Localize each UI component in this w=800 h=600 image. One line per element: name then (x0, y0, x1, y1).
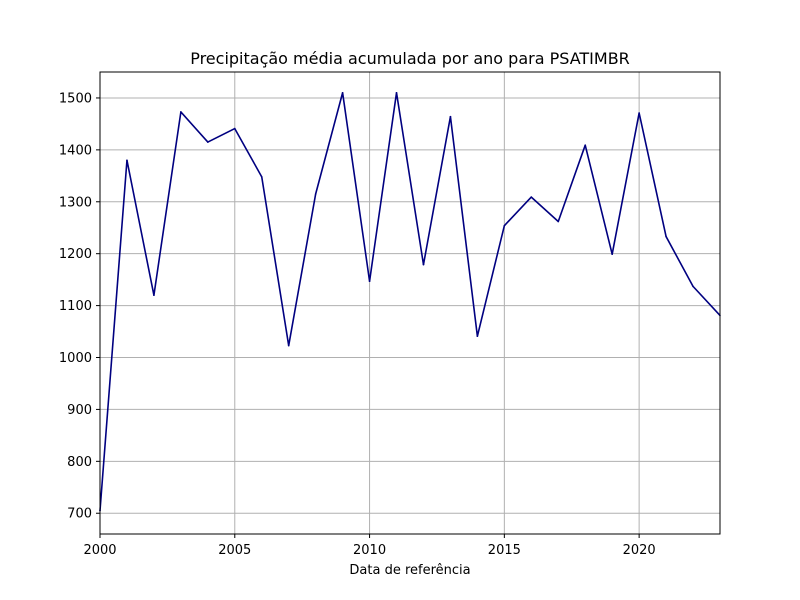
data-point (638, 112, 640, 114)
y-tick-label: 1200 (59, 247, 92, 262)
x-tick-label: 2010 (353, 543, 386, 558)
x-tick-label: 2020 (623, 543, 656, 558)
y-tick-label: 900 (67, 403, 92, 418)
y-tick-label: 1000 (59, 351, 92, 366)
data-point (153, 294, 155, 297)
plot-frame (99, 71, 721, 535)
data-point (449, 115, 452, 118)
data-point (692, 285, 694, 288)
data-point (233, 127, 236, 130)
series-layer (99, 91, 721, 512)
data-point (665, 235, 667, 238)
data-point (126, 159, 128, 162)
chart-title: Precipitação média acumulada por ano par… (190, 49, 630, 68)
data-point (557, 220, 560, 223)
x-tick-label: 2000 (83, 543, 116, 558)
y-tick-label: 1500 (59, 91, 92, 106)
data-point (341, 91, 344, 94)
y-tick-label: 1100 (59, 299, 92, 314)
x-tick-label: 2015 (488, 543, 521, 558)
data-point (180, 111, 182, 113)
series-line (99, 91, 721, 511)
data-point (584, 144, 587, 146)
y-tick-label: 1300 (59, 195, 92, 210)
grid (99, 72, 720, 534)
x-axis-label: Data de referência (349, 563, 470, 578)
y-tick-label: 1400 (59, 143, 92, 158)
data-point (207, 141, 209, 143)
axis-ticks: 2000 2005 2010 2015 2020 700 800 900 1000 1100 120… (59, 91, 656, 558)
data-point (476, 335, 479, 338)
data-point (287, 344, 290, 347)
data-point (611, 253, 613, 255)
data-point (395, 91, 398, 94)
x-tick-label: 2005 (218, 543, 251, 558)
y-tick-label: 800 (67, 455, 92, 470)
data-point (422, 263, 425, 266)
data-point (314, 193, 317, 195)
data-point (260, 176, 263, 178)
y-tick-label: 700 (67, 507, 92, 522)
data-point (368, 280, 371, 283)
data-point (530, 196, 533, 198)
data-point (503, 224, 506, 227)
